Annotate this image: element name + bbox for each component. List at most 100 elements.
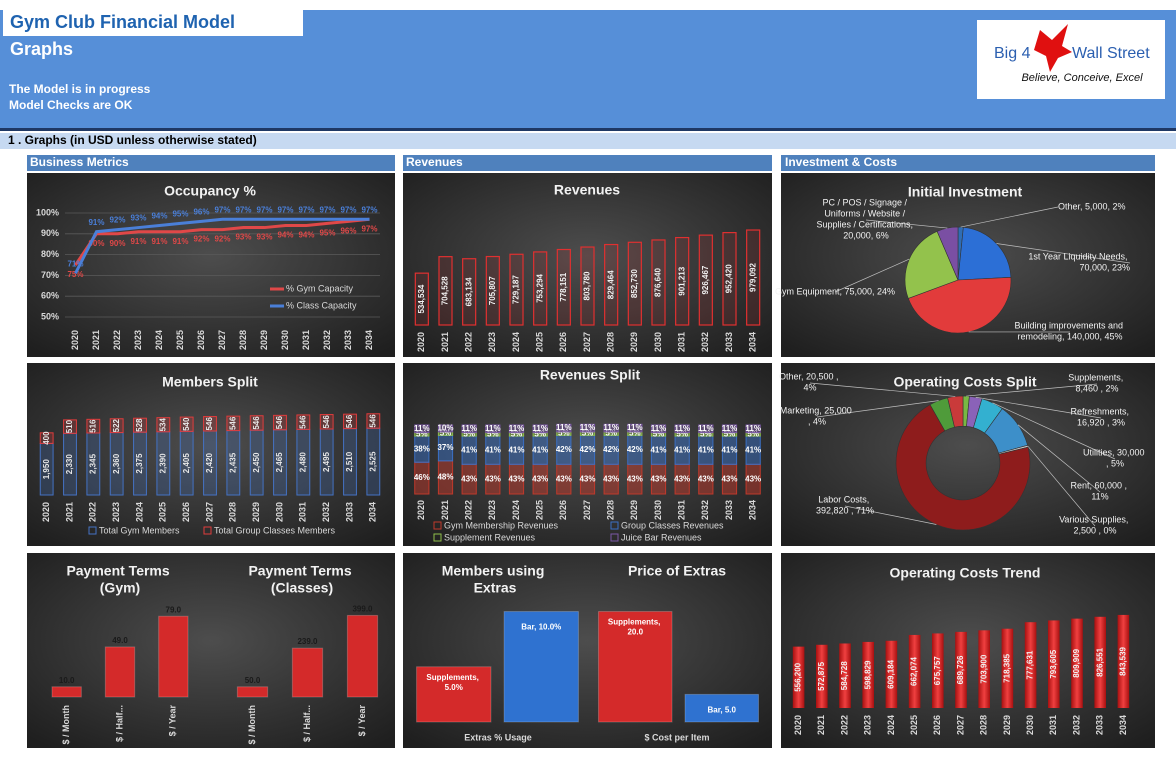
x-tick-label: 2034 — [748, 332, 758, 352]
x-tick-label: 2030 — [1025, 715, 1035, 735]
data-label: 11% — [722, 424, 738, 433]
x-tick-label: 2022 — [839, 715, 849, 735]
data-label: 43% — [603, 474, 619, 483]
panel-header — [403, 155, 772, 171]
y-tick-label: 80% — [41, 249, 59, 259]
bar — [414, 272, 429, 326]
data-label: 43% — [627, 474, 643, 483]
data-label: 843,539 — [1119, 646, 1128, 675]
x-tick-label: 2024 — [511, 332, 521, 352]
divider — [0, 128, 1176, 131]
data-label: 2,390 — [158, 453, 167, 474]
legend-label: Total Group Classes Members — [214, 525, 336, 535]
data-label: 528 — [135, 418, 144, 432]
data-label: 510 — [65, 419, 74, 433]
bar — [684, 693, 760, 723]
data-label: 2,405 — [182, 453, 191, 474]
x-tick-label: 2027 — [955, 715, 965, 735]
line-series — [74, 217, 370, 266]
text-line: Utilities, 30,000 — [1083, 448, 1147, 458]
data-label: 11% — [651, 424, 667, 433]
x-tick-label: 2023 — [863, 715, 873, 735]
x-tick-label: 2024 — [886, 715, 896, 735]
data-label: 75% — [67, 270, 83, 279]
x-tick-label: 2025 — [535, 500, 545, 520]
data-label: 2,420 — [205, 452, 214, 473]
data-label: 41% — [650, 445, 666, 454]
data-label: 41% — [532, 445, 548, 454]
text-line: Payment Terms — [248, 562, 355, 578]
data-label: 43% — [745, 474, 761, 483]
bar-segment — [437, 424, 454, 433]
data-label: 5% — [724, 429, 736, 438]
text-line: 70,000, 23% — [1079, 263, 1130, 273]
data-label: 675,757 — [933, 656, 942, 685]
x-tick-label: 2033 — [343, 330, 353, 350]
bar-segment — [698, 424, 714, 434]
bar — [816, 644, 828, 708]
data-label: 93% — [256, 233, 272, 242]
chart-area — [27, 173, 395, 357]
bar-segment — [109, 418, 124, 434]
data-label: 809,909 — [1072, 648, 1081, 677]
bar-segment — [156, 417, 171, 433]
data-label: 5% — [653, 429, 665, 438]
slice — [907, 277, 1012, 334]
slice — [895, 404, 1031, 531]
x-tick-label: 2028 — [228, 502, 238, 522]
x-tick-label: 2025 — [175, 330, 185, 350]
data-label: 793,605 — [1049, 649, 1058, 678]
text-line: (Classes) — [271, 579, 333, 595]
chart-title: Revenues Split — [540, 367, 641, 383]
text-line: Supplements, — [426, 673, 481, 682]
x-tick-label: 2027 — [582, 500, 592, 520]
data-label: 92% — [109, 216, 125, 225]
data-label: 91% — [88, 218, 104, 227]
data-label: Utilities, 30,000 , 5% — [1083, 448, 1147, 469]
chart-title: Operating Costs Trend — [890, 565, 1041, 581]
bar — [932, 633, 944, 708]
data-label: 5% — [463, 429, 475, 438]
data-label: 703,900 — [979, 654, 988, 683]
text-line: 11% — [1091, 492, 1108, 502]
bar — [485, 255, 500, 326]
chart-title: Members Split — [162, 374, 258, 390]
data-label: 43% — [579, 474, 595, 483]
panel-title: Business Metrics — [30, 155, 129, 169]
leader-line — [816, 400, 939, 418]
bar-segment — [461, 424, 477, 434]
x-tick-label: 2031 — [298, 502, 308, 522]
data-label: Marketing, 25,000 , 4% — [780, 406, 855, 427]
text-line: 5.0% — [445, 683, 463, 692]
y-tick-label: 50% — [41, 311, 59, 321]
bar-segment — [508, 424, 525, 434]
data-label: 516 — [88, 419, 97, 433]
bar — [509, 253, 524, 326]
data-label: 10% — [437, 424, 453, 433]
text-line: 16,920 , 3% — [1077, 418, 1125, 428]
data-label: 97% — [361, 224, 377, 233]
model-title: Gym Club Financial Model — [10, 12, 235, 32]
data-label: 5% — [416, 429, 428, 438]
data-label: 11% — [580, 423, 596, 432]
text-line: 392,820 , 71% — [816, 506, 874, 516]
bar — [746, 229, 761, 326]
x-axis-label: $ Cost per Item — [644, 732, 709, 742]
x-tick-label: 2024 — [511, 500, 521, 520]
bar-segment — [627, 423, 643, 433]
x-tick-label: 2034 — [364, 330, 374, 350]
data-label: 852,730 — [630, 269, 639, 298]
data-label: 5% — [629, 429, 641, 438]
x-tick-label: 2031 — [1048, 715, 1058, 735]
data-label: 546 — [228, 416, 237, 430]
data-label: 95% — [172, 210, 188, 219]
text-line: remodeling, 140,000, 45% — [1017, 332, 1122, 342]
status-line: The Model is in progress — [9, 82, 151, 96]
data-label: 5% — [511, 429, 523, 438]
data-label: 42% — [603, 445, 619, 454]
x-tick-label: 2026 — [558, 500, 568, 520]
data-label: 11% — [603, 423, 619, 432]
x-tick-label: 2025 — [535, 332, 545, 352]
data-label: 96% — [340, 226, 356, 235]
x-tick-label: $ / Month — [61, 705, 71, 745]
